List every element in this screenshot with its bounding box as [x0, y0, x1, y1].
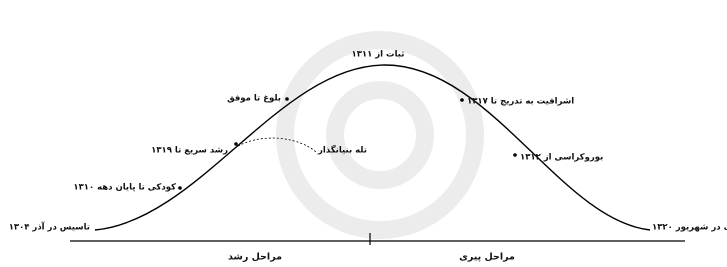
stage-label: کودکی تا پایان دهه ۱۳۱۰	[73, 183, 176, 193]
stage-label: بوروکراسی از ۱۳۱۲	[520, 153, 603, 163]
stage-dot	[285, 97, 289, 101]
stage-label: رشد سریع تا ۱۳۱۹	[151, 146, 228, 156]
stage-label: اشرافیت به تدریج تا ۱۳۱۷	[467, 97, 574, 107]
trap-label: تله بنیانگذار	[317, 145, 367, 156]
axis-label: مراحل پیری	[459, 252, 515, 263]
stage-label: ثبات از ۱۳۱۱	[352, 50, 405, 60]
stage-label: بلوغ تا موفق	[227, 94, 281, 104]
watermark	[285, 40, 475, 230]
stage-dot	[460, 98, 464, 102]
lifecycle-diagram: تاسیس در آذر ۱۳۰۴ کودکی تا پایان دهه ۱۳۱…	[0, 0, 727, 267]
stage-dot	[178, 186, 182, 190]
stage-label: تاسیس در آذر ۱۳۰۴	[9, 221, 90, 233]
axis-label: مراحل رشد	[228, 252, 282, 263]
stage-dot	[234, 142, 238, 146]
stage-label: مرگ در شهریور ۱۳۲۰	[652, 222, 727, 233]
stage-dot	[513, 153, 517, 157]
